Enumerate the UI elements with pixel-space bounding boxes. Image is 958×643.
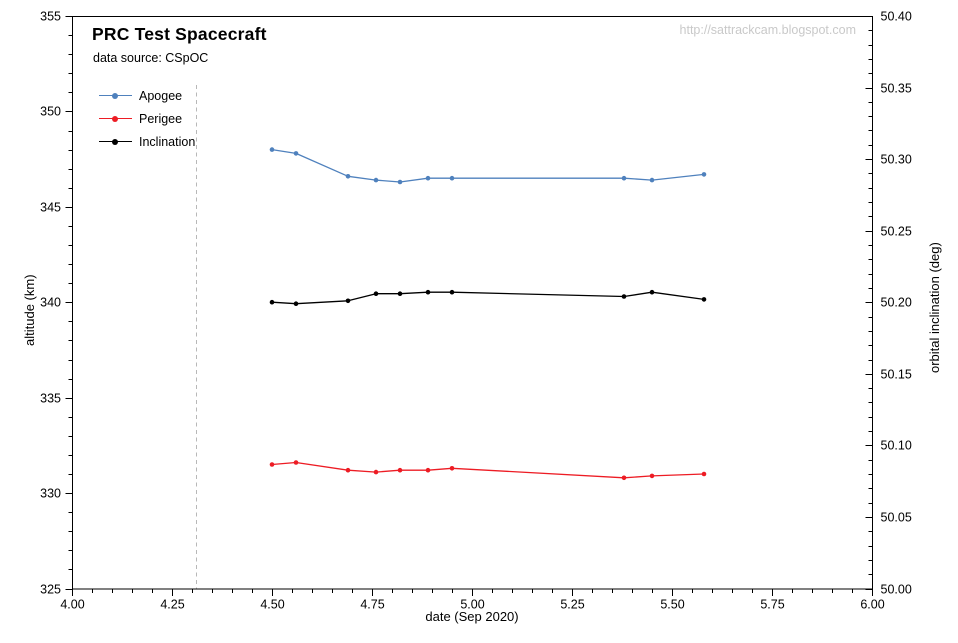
series-apogee-marker [649,177,655,183]
apogee-line-swatch-icon [99,92,132,100]
series-inclination-marker [621,294,627,299]
y-left-tick-label: 350 [40,105,61,119]
series-inclination-marker [397,291,403,297]
series-apogee [269,147,707,185]
y-right-tick-label: 50.15 [881,368,912,382]
series-perigee-marker [649,473,655,479]
y-left-tick-label: 325 [40,583,61,597]
y-right-tick-label: 50.00 [881,583,912,597]
legend: Apogee Perigee Inclination [99,84,195,153]
series-perigee-marker [345,467,351,473]
inclination-line-swatch-icon [99,138,132,146]
y-right-tick-label: 50.30 [881,153,912,167]
series-perigee-marker [269,462,275,467]
x-tick-label: 4.00 [60,598,84,612]
y-right-tick-label: 50.10 [881,439,912,453]
x-tick-label: 5.75 [760,598,784,612]
y-right-tick-label: 50.05 [881,511,912,525]
series-apogee-marker [449,175,455,181]
series-inclination [269,289,707,307]
series-perigee-marker [397,467,403,473]
legend-item-apogee: Apogee [99,84,195,107]
series-inclination-line [271,291,705,305]
y-axis-title-right: orbital inclination (deg) [927,242,942,373]
legend-label-perigee: Perigee [139,111,183,126]
series-inclination-marker [425,289,431,295]
y-left-tick-label: 330 [40,487,61,501]
x-tick-label: 4.75 [360,598,384,612]
series-perigee-marker [293,460,299,465]
series-apogee-marker [701,172,707,177]
series-apogee-marker [621,175,627,181]
series-inclination-marker [269,299,275,305]
series-perigee-marker [449,466,455,471]
perigee-line-swatch-icon [99,115,132,123]
y-right-tick-label: 50.25 [881,225,912,239]
series-inclination-marker [345,298,351,304]
y-axis-title-left: altitude (km) [22,274,37,346]
x-axis-title: date (Sep 2020) [425,609,519,624]
y-left-tick-label: 345 [40,201,61,215]
series-perigee-marker [621,475,627,481]
y-left-tick-label: 335 [40,392,61,406]
legend-label-inclination: Inclination [139,134,196,149]
series-perigee-marker [701,471,707,477]
series-perigee [269,460,707,481]
series-perigee-marker [425,467,431,473]
series-inclination-marker [649,289,655,295]
y-left-tick-label: 340 [40,296,61,310]
series-inclination-marker [293,301,299,307]
series-apogee-marker [269,147,275,152]
series-apogee-marker [293,151,299,156]
legend-label-apogee: Apogee [139,88,183,103]
series-apogee-marker [397,179,403,185]
x-tick-label: 4.50 [260,598,284,612]
chart-title: PRC Test Spacecraft [92,24,267,44]
x-tick-label: 5.25 [560,598,584,612]
x-tick-label: 4.25 [160,598,184,612]
series-inclination-marker [373,291,379,297]
axis-tick-labels: 4.00 4.25 4.50 4.75 5.00 5.25 5.50 5.75 6.00 325 3… [40,10,912,612]
series-perigee-marker [373,469,379,475]
watermark-url: http://sattrackcam.blogspot.com [679,23,856,37]
y-right-tick-label: 50.20 [881,296,912,310]
series-apogee-marker [345,174,351,179]
x-tick-label: 5.00 [460,598,484,612]
series-inclination-marker [449,289,455,295]
series-apogee-line [271,148,705,183]
chart-subtitle: data source: CSpOC [93,51,209,65]
series-perigee-line [271,461,705,479]
axis-ticks [65,16,873,596]
y-right-tick-label: 50.35 [881,82,912,96]
series-apogee-marker [425,175,431,181]
legend-item-inclination: Inclination [99,130,195,153]
y-right-tick-label: 50.40 [881,10,912,24]
x-tick-label: 5.50 [660,598,684,612]
series-apogee-marker [373,177,379,183]
x-tick-label: 6.00 [860,598,884,612]
y-left-tick-label: 355 [40,10,61,24]
legend-item-perigee: Perigee [99,107,195,130]
series-inclination-marker [701,297,707,302]
